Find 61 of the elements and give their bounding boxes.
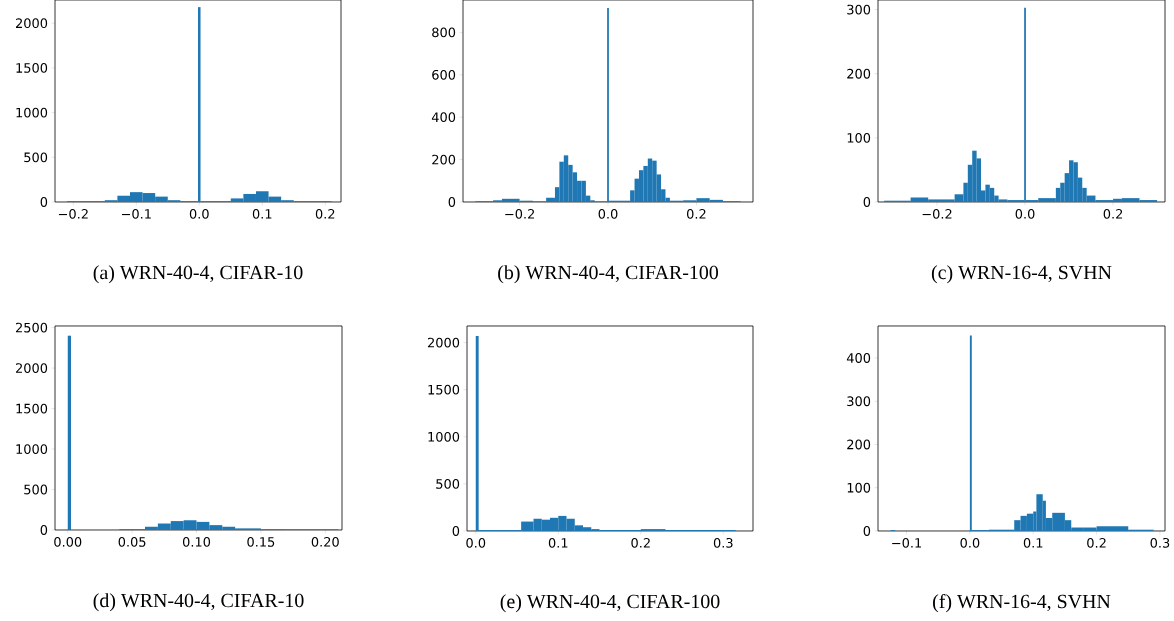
- x-tick-label: −0.2: [505, 209, 535, 219]
- x-tick-label: 0.3: [1150, 538, 1170, 548]
- y-tick-label: 0: [452, 526, 460, 536]
- y-tick-label: 200: [847, 439, 871, 450]
- y-tick-label: 200: [432, 154, 456, 165]
- x-tick-label: 0.0: [598, 209, 618, 219]
- y-tick-label: 500: [24, 152, 48, 163]
- y-tick-label: 2000: [15, 363, 48, 373]
- text: (f) WRN-16-4, SVHN: [933, 593, 1111, 613]
- y-tick-label: 0: [40, 525, 48, 535]
- x-tick-label: 0.2: [631, 538, 650, 548]
- y-tick-label: 200: [847, 68, 871, 79]
- x-tick-label: 0.1: [1023, 538, 1043, 548]
- y-tick-label: 1000: [428, 431, 460, 442]
- y-tick-label: 400: [846, 353, 871, 363]
- x-tick-label: 0.15: [247, 537, 275, 547]
- y-tick-label: 1500: [16, 63, 48, 73]
- x-tick-label: 0.10: [182, 537, 211, 547]
- y-tick-label: 300: [847, 396, 871, 407]
- x-tick-label: 0.2: [1087, 538, 1106, 548]
- y-tick-label: 0: [40, 197, 48, 207]
- y-tick-label: 1500: [428, 384, 460, 395]
- x-tick-label: 0.1: [252, 209, 272, 219]
- y-tick-label: 600: [432, 69, 456, 80]
- x-tick-label: −0.2: [922, 209, 952, 219]
- y-tick-label: 800: [432, 27, 456, 38]
- y-tick-label: 0: [863, 197, 871, 207]
- y-tick-label: 500: [436, 478, 460, 489]
- x-tick-label: −0.1: [892, 538, 922, 548]
- x-tick-label: 0.0: [466, 538, 486, 548]
- x-tick-label: 0.2: [1103, 209, 1123, 219]
- y-tick-label: 0: [863, 526, 871, 536]
- y-tick-label: 2000: [427, 337, 460, 348]
- text: (e) WRN-40-4, CIFAR-100: [500, 594, 720, 613]
- y-tick-label: 0: [448, 197, 456, 207]
- x-tick-label: 0.3: [713, 538, 733, 548]
- y-tick-label: 100: [847, 132, 871, 143]
- x-tick-label: 0.20: [311, 537, 339, 547]
- text: (c) WRN-16-4, SVHN: [931, 265, 1112, 284]
- x-tick-label: −0.1: [121, 209, 151, 219]
- y-tick-label: 500: [24, 484, 48, 495]
- y-tick-label: 400: [431, 112, 456, 123]
- text: (a) WRN-40-4, CIFAR-10: [93, 265, 303, 284]
- text: (d) WRN-40-4, CIFAR-10: [93, 593, 304, 612]
- x-tick-label: 0.2: [686, 209, 706, 219]
- x-tick-label: 0.0: [960, 538, 980, 548]
- text: (b) WRN-40-4, CIFAR-100: [498, 265, 719, 284]
- y-tick-label: 100: [847, 482, 871, 493]
- x-tick-label: 0.0: [189, 209, 209, 219]
- x-tick-label: 0.2: [315, 209, 335, 219]
- x-tick-label: 0.00: [54, 537, 82, 547]
- x-tick-label: 0.05: [118, 537, 146, 547]
- y-tick-label: 2500: [15, 322, 48, 333]
- x-tick-label: 0.0: [1015, 209, 1035, 219]
- y-tick-label: 300: [847, 4, 871, 15]
- x-tick-label: 0.1: [548, 538, 568, 548]
- y-tick-label: 1000: [16, 107, 48, 118]
- y-tick-label: 1000: [16, 444, 48, 454]
- x-tick-label: −0.2: [58, 209, 88, 219]
- y-tick-label: 1500: [16, 403, 48, 414]
- y-tick-label: 2000: [15, 18, 48, 29]
